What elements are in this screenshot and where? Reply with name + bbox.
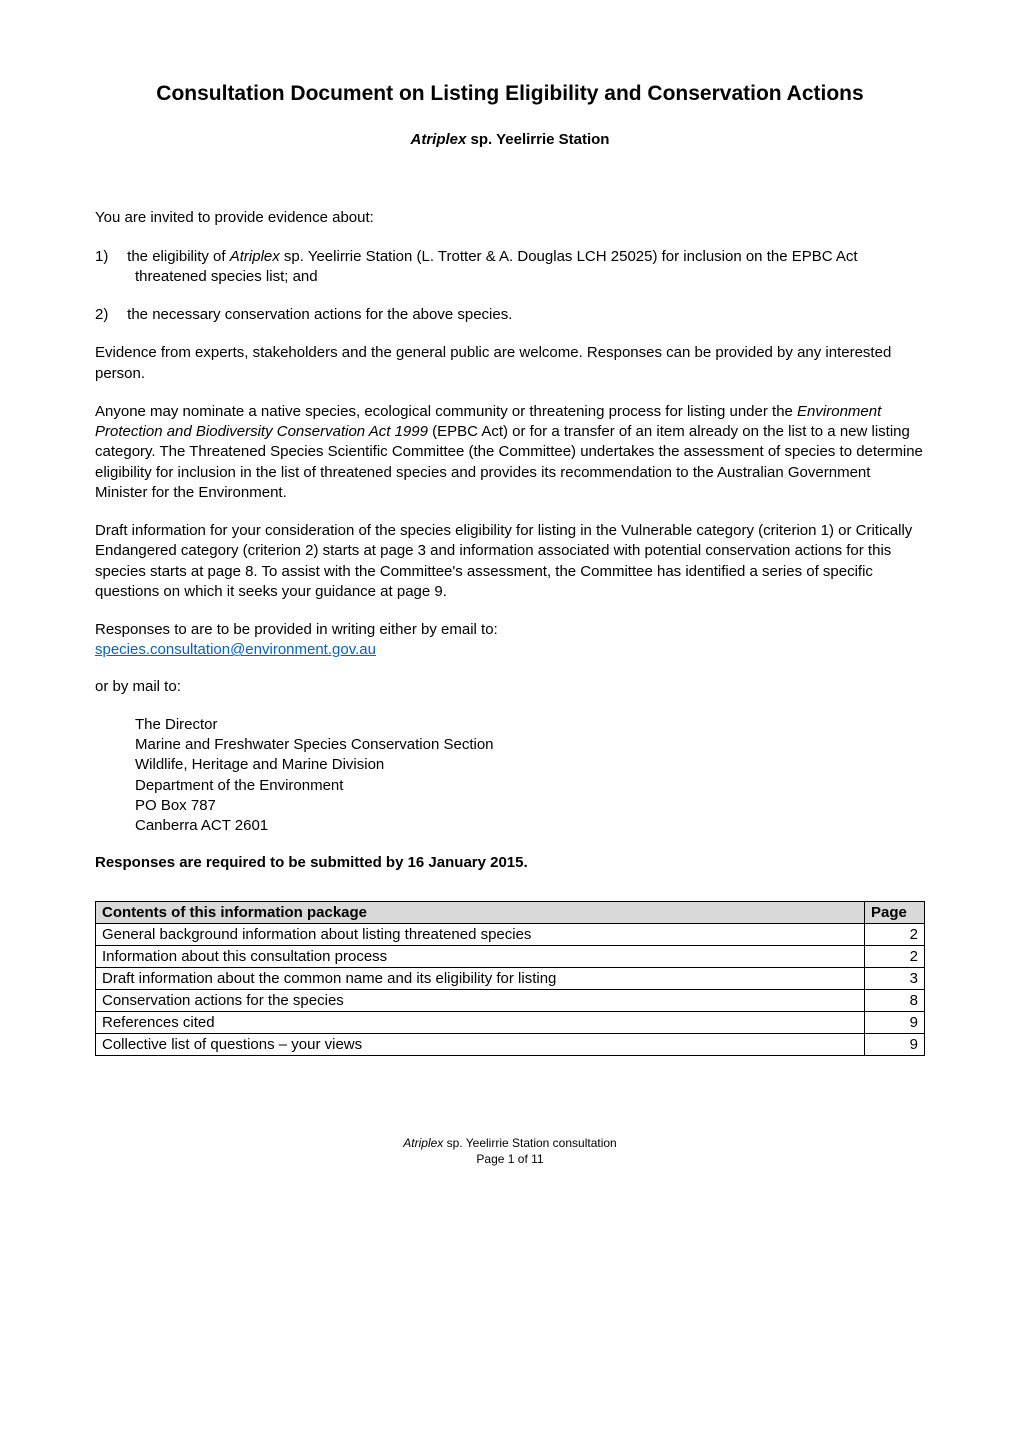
para-evidence: Evidence from experts, stakeholders and …: [95, 343, 925, 384]
address-line: The Director: [135, 715, 925, 735]
page-footer: Atriplex sp. Yeelirrie Station consultat…: [95, 1136, 925, 1167]
table-row: Conservation actions for the species 8: [96, 990, 925, 1012]
table-row: General background information about lis…: [96, 924, 925, 946]
table-cell-label: Collective list of questions – your view…: [96, 1034, 865, 1056]
invitation-intro: You are invited to provide evidence abou…: [95, 208, 925, 228]
list-item-2: 2) the necessary conservation actions fo…: [95, 305, 925, 325]
table-cell-label: General background information about lis…: [96, 924, 865, 946]
address-line: Canberra ACT 2601: [135, 816, 925, 836]
footer-page-number: Page 1 of 11: [476, 1152, 543, 1166]
table-cell-page: 2: [865, 924, 925, 946]
table-row: Collective list of questions – your view…: [96, 1034, 925, 1056]
species-rest: sp. Yeelirrie Station: [466, 131, 609, 148]
table-cell-label: References cited: [96, 1012, 865, 1034]
para-nominate-pre: Anyone may nominate a native species, ec…: [95, 403, 797, 420]
table-cell-page: 9: [865, 1012, 925, 1034]
document-title: Consultation Document on Listing Eligibi…: [95, 80, 925, 107]
footer-species-italic: Atriplex: [403, 1136, 443, 1150]
table-cell-page: 9: [865, 1034, 925, 1056]
table-header-contents: Contents of this information package: [96, 902, 865, 924]
table-cell-page: 2: [865, 946, 925, 968]
table-cell-label: Information about this consultation proc…: [96, 946, 865, 968]
table-cell-page: 3: [865, 968, 925, 990]
table-header-row: Contents of this information package Pag…: [96, 902, 925, 924]
mail-intro: or by mail to:: [95, 677, 925, 697]
footer-species-rest: sp. Yeelirrie Station consultation: [443, 1136, 616, 1150]
address-line: PO Box 787: [135, 796, 925, 816]
table-cell-label: Draft information about the common name …: [96, 968, 865, 990]
para-responses-intro: Responses to are to be provided in writi…: [95, 620, 925, 661]
item-text-italic: Atriplex: [230, 248, 280, 265]
contents-table: Contents of this information package Pag…: [95, 901, 925, 1056]
species-genus: Atriplex: [411, 131, 467, 148]
species-heading: Atriplex sp. Yeelirrie Station: [95, 131, 925, 148]
item-text-prefix: the necessary conservation actions for t…: [127, 306, 512, 323]
table-cell-label: Conservation actions for the species: [96, 990, 865, 1012]
address-line: Marine and Freshwater Species Conservati…: [135, 735, 925, 755]
table-header-page: Page: [865, 902, 925, 924]
table-row: Information about this consultation proc…: [96, 946, 925, 968]
table-cell-page: 8: [865, 990, 925, 1012]
mailing-address: The Director Marine and Freshwater Speci…: [135, 715, 925, 837]
table-row: References cited 9: [96, 1012, 925, 1034]
deadline-notice: Responses are required to be submitted b…: [95, 854, 925, 871]
item-number: 1): [95, 247, 123, 267]
email-link[interactable]: species.consultation@environment.gov.au: [95, 641, 376, 658]
para-draft-info: Draft information for your consideration…: [95, 521, 925, 602]
item-number: 2): [95, 305, 123, 325]
address-line: Department of the Environment: [135, 776, 925, 796]
list-item-1: 1) the eligibility of Atriplex sp. Yeeli…: [95, 247, 925, 288]
responses-text: Responses to are to be provided in writi…: [95, 621, 498, 638]
para-nominate: Anyone may nominate a native species, ec…: [95, 402, 925, 503]
address-line: Wildlife, Heritage and Marine Division: [135, 755, 925, 775]
table-row: Draft information about the common name …: [96, 968, 925, 990]
item-text-prefix: the eligibility of: [127, 248, 230, 265]
